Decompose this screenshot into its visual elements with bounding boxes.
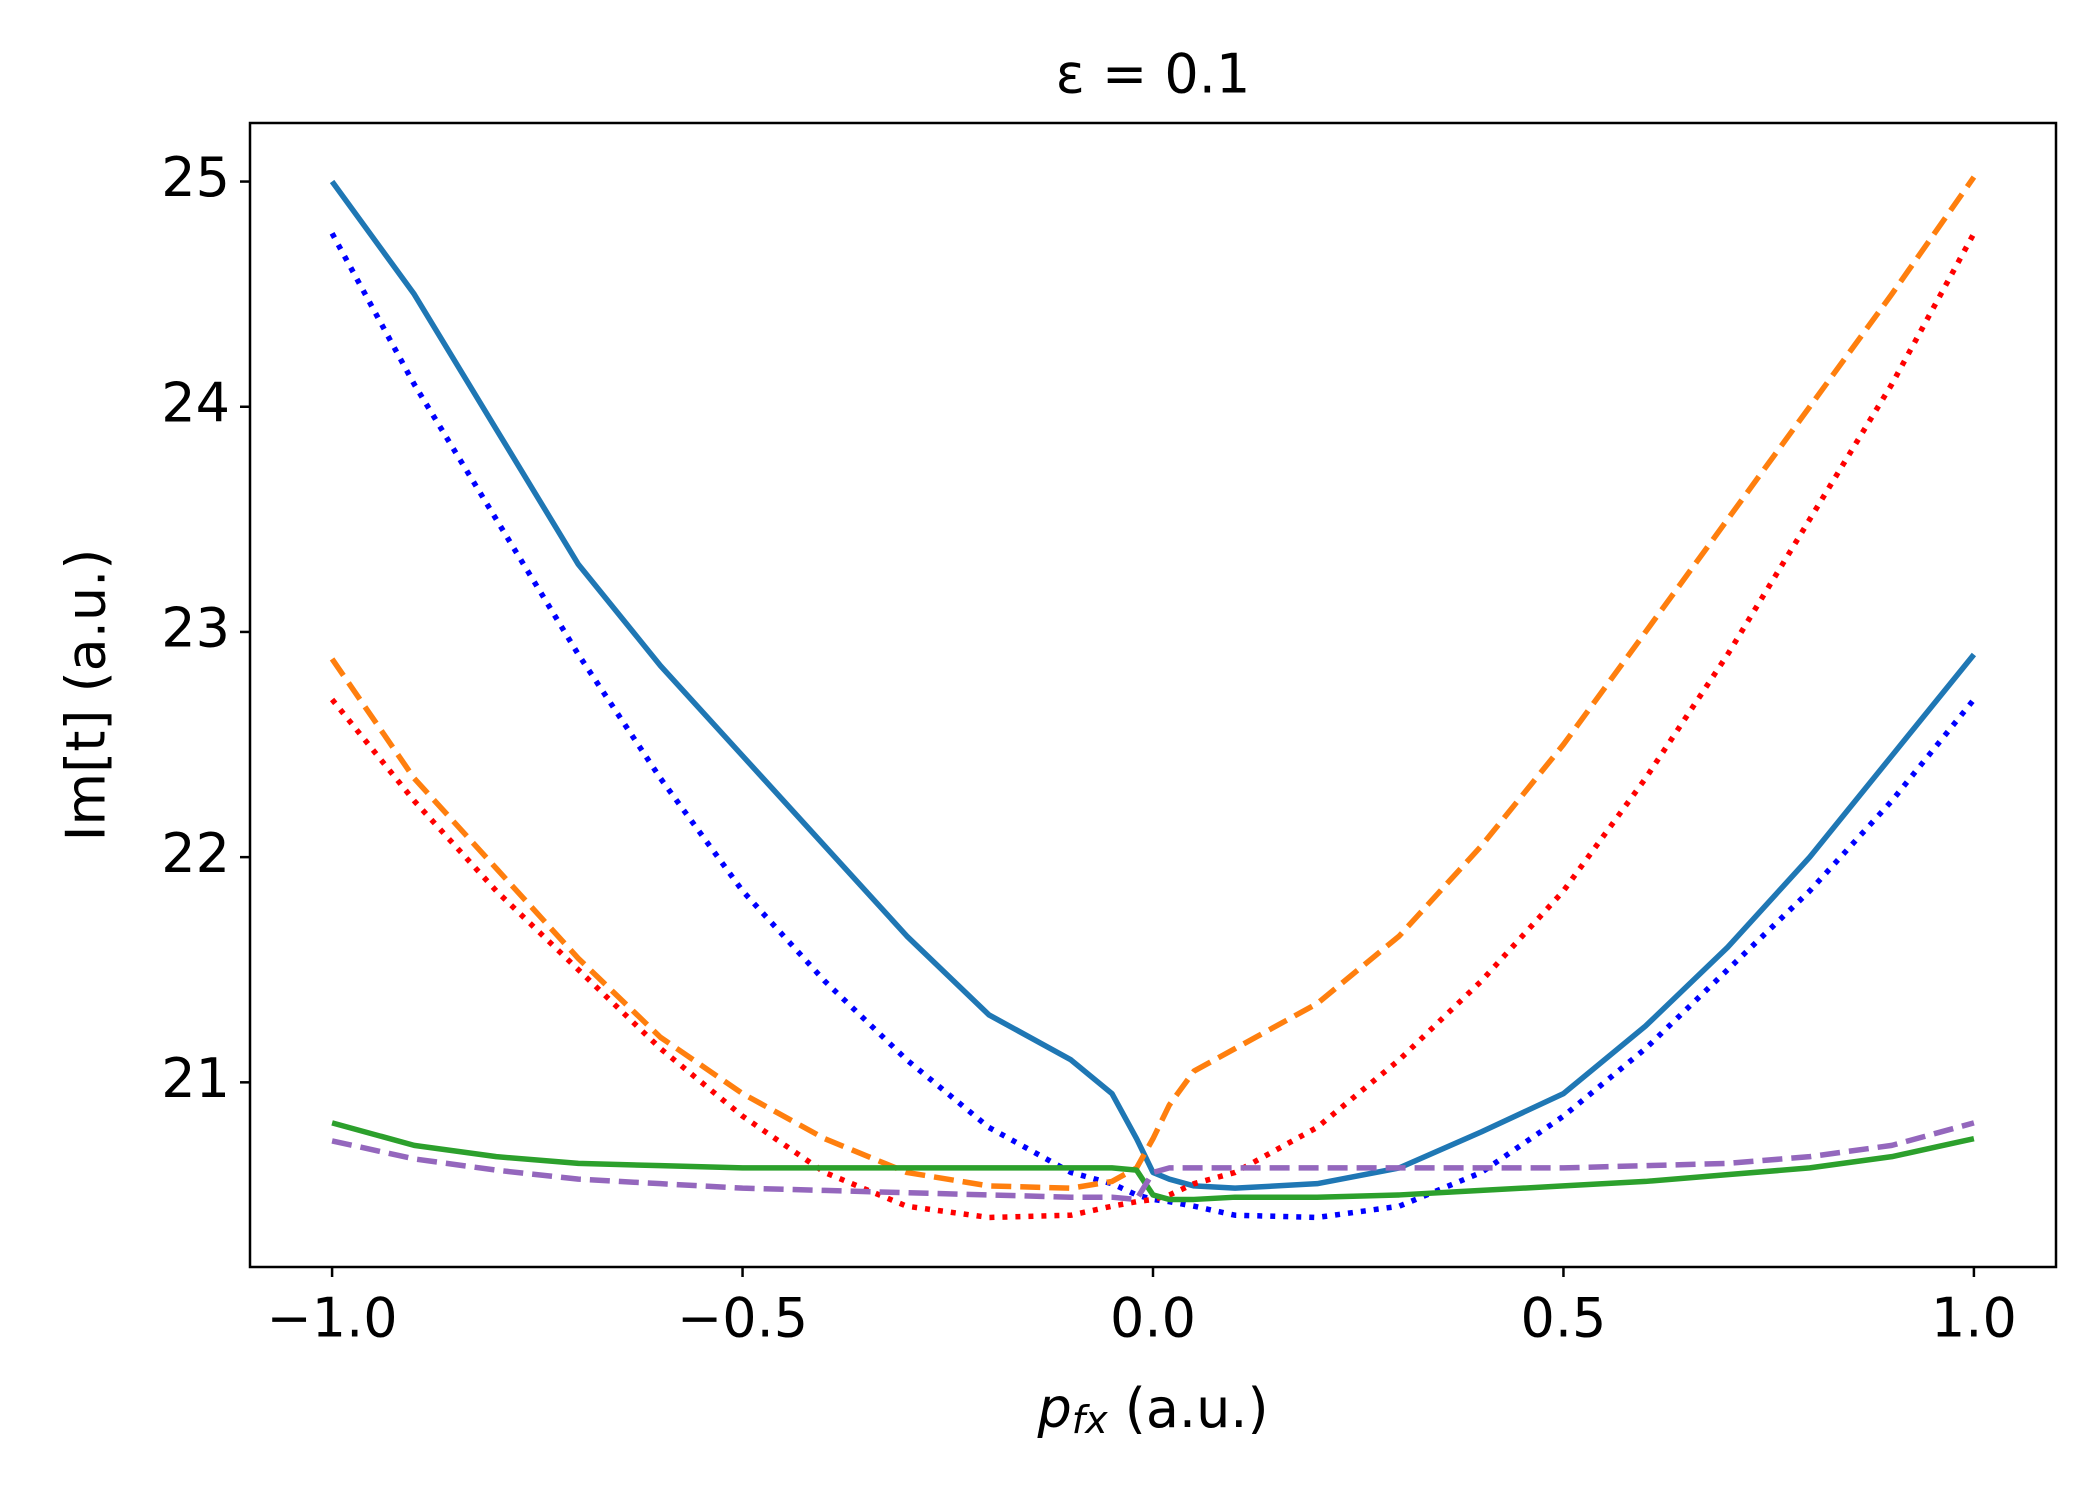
y-tick-label: 25 [161,146,230,209]
y-tick-label: 22 [161,822,230,885]
x-tick-label: 0.0 [1110,1287,1196,1350]
x-tick-label: 1.0 [1931,1287,2017,1350]
x-label-main: p [1036,1377,1071,1440]
series-line [329,175,1977,1191]
series-line [329,179,1977,1191]
x-tick-label: 0.5 [1521,1287,1607,1350]
series-line [331,1120,1975,1203]
y-axis-label: Im[t] (a.u.) [55,549,118,842]
chart-title: ε = 0.1 [1056,43,1251,106]
series-line [331,1120,1975,1203]
x-tick-label: −0.5 [677,1287,808,1350]
x-axis-label: pfx (a.u.) [1036,1377,1268,1442]
x-label-rest: (a.u.) [1108,1377,1269,1440]
y-tick-label: 24 [161,371,230,434]
x-tick-label: −1.0 [267,1287,398,1350]
x-label-sub: fx [1072,1398,1108,1442]
y-tick-label: 21 [161,1047,230,1110]
plot-area [329,175,1977,1221]
y-tick-label: 23 [161,597,230,660]
